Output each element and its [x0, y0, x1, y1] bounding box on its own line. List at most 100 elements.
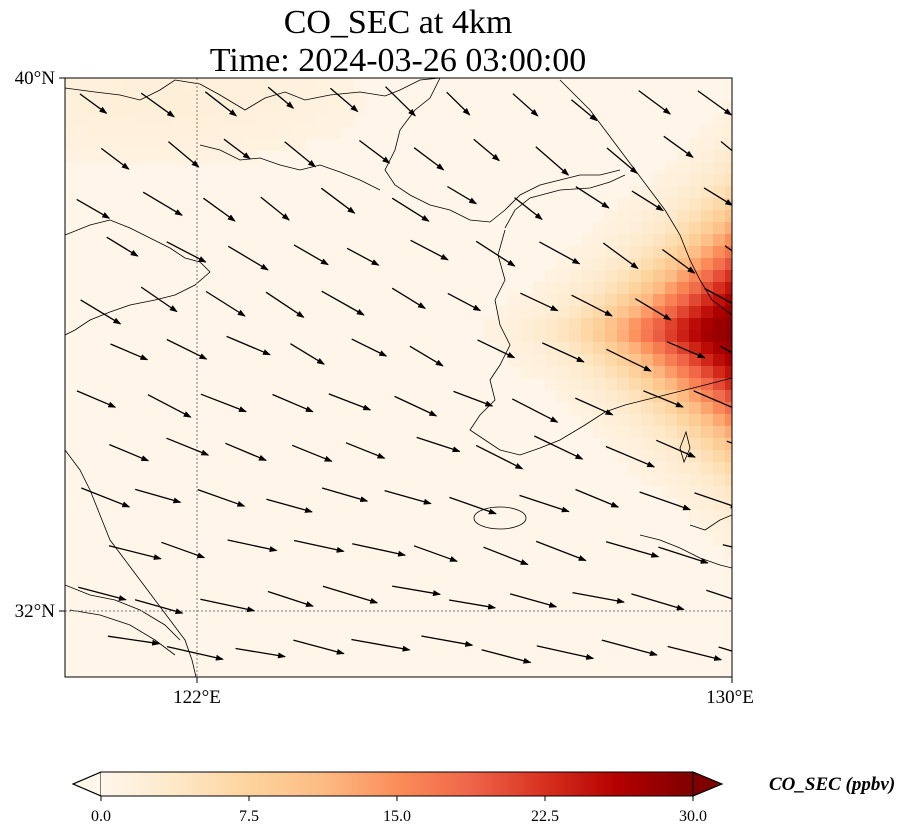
field-cell — [677, 378, 690, 391]
wind-arrow — [359, 139, 391, 164]
field-cell — [533, 318, 546, 331]
field-cell — [533, 366, 546, 379]
gridlines — [65, 78, 732, 677]
field-cell — [617, 222, 630, 235]
field-cell — [713, 498, 726, 511]
field-cell — [689, 246, 702, 259]
field-cell — [557, 270, 570, 283]
field-cell — [641, 210, 654, 223]
wind-arrow — [697, 90, 732, 116]
wind-arrow — [351, 338, 388, 357]
field-cell — [665, 234, 678, 247]
field-cell — [689, 222, 702, 235]
field-cell — [701, 234, 714, 247]
wind-arrow — [475, 240, 516, 267]
field-cell — [701, 270, 714, 283]
coastlines — [65, 78, 732, 677]
field-cell — [617, 378, 630, 391]
field-cell — [725, 438, 732, 451]
field-cell — [569, 294, 582, 307]
lon-label-122e: 122°E — [173, 687, 221, 708]
field-cell — [641, 318, 654, 331]
field-cell — [629, 342, 642, 355]
field-cell — [149, 126, 162, 139]
lon-label-130e: 130°E — [706, 687, 754, 708]
wind-arrow — [142, 191, 183, 216]
wind-arrow — [321, 290, 365, 316]
field-cell — [137, 78, 150, 91]
field-cell — [137, 150, 150, 163]
field-cell — [713, 150, 726, 163]
field-cell — [581, 390, 594, 403]
wind-arrow — [605, 445, 656, 468]
wind-arrow — [449, 496, 497, 515]
field-cell — [641, 258, 654, 271]
wind-arrow — [694, 492, 732, 509]
wind-arrow — [514, 197, 543, 221]
wind-arrow — [720, 140, 732, 152]
wind-arrow — [140, 92, 175, 118]
field-cell — [557, 390, 570, 403]
field-cell — [725, 126, 732, 139]
field-cell — [713, 462, 726, 475]
field-cell — [725, 366, 732, 379]
field-cell — [149, 90, 162, 103]
wind-arrow — [639, 491, 692, 511]
field-cell — [653, 306, 666, 319]
field-cell — [641, 294, 654, 307]
field-cell — [653, 246, 666, 259]
field-cell — [665, 390, 678, 403]
field-cell — [725, 330, 732, 343]
wind-arrow — [225, 442, 267, 461]
wind-arrow — [223, 138, 251, 160]
wind-arrow — [572, 591, 625, 604]
field-cell — [605, 390, 618, 403]
field-cell — [689, 294, 702, 307]
field-cell — [353, 102, 366, 115]
wind-arrow — [321, 487, 369, 503]
field-cell — [629, 354, 642, 367]
wind-arrow — [293, 244, 329, 266]
field-cell — [701, 426, 714, 439]
field-cell — [569, 378, 582, 391]
field-cell — [653, 450, 666, 463]
field-cell — [725, 462, 732, 475]
field-cell — [569, 330, 582, 343]
field-cell — [161, 114, 174, 127]
wind-arrow — [391, 287, 426, 309]
field-cell — [641, 186, 654, 199]
field-cell — [185, 126, 198, 139]
field-cell — [725, 258, 732, 271]
field-cell — [173, 102, 186, 115]
wind-arrow — [605, 541, 660, 558]
field-cell — [257, 90, 270, 103]
field-cell — [713, 126, 726, 139]
field-cell — [701, 126, 714, 139]
field-cell — [653, 414, 666, 427]
field-cell — [713, 222, 726, 235]
field-cell — [689, 282, 702, 295]
wind-arrow — [147, 394, 192, 418]
field-cell — [689, 318, 702, 331]
field-cell — [245, 138, 258, 151]
field-cell — [665, 294, 678, 307]
wind-arrow — [290, 343, 325, 365]
field-cell — [689, 414, 702, 427]
field-cell — [665, 282, 678, 295]
coastline-korea-east — [559, 79, 732, 316]
wind-arrow — [322, 585, 379, 604]
field-cell — [233, 78, 246, 91]
field-cell — [725, 342, 732, 355]
field-cell — [617, 282, 630, 295]
field-cell — [713, 486, 726, 499]
field-cell — [89, 126, 102, 139]
field-cell — [113, 102, 126, 115]
field-cell — [65, 114, 78, 127]
field-cell — [113, 114, 126, 127]
field-cell — [713, 306, 726, 319]
field-cell — [521, 330, 534, 343]
field-cell — [557, 366, 570, 379]
field-cell — [305, 114, 318, 127]
field-cell — [293, 114, 306, 127]
field-cell — [641, 222, 654, 235]
